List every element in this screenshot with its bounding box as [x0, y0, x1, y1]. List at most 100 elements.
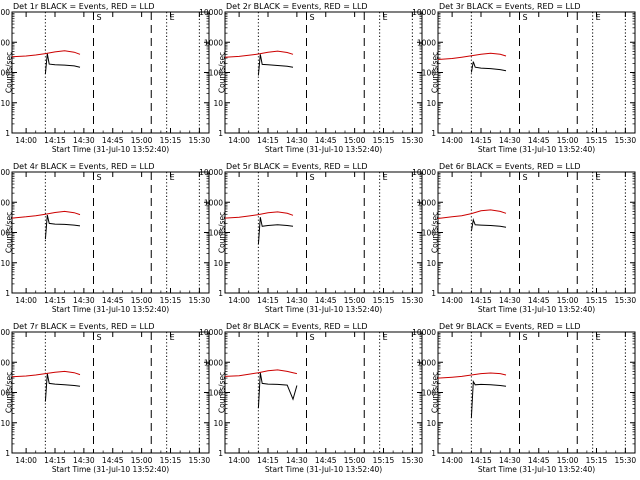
y-tick-label: 10000 — [199, 8, 223, 17]
panel-det-4: Det 4r BLACK = Events, RED = LLD 1 10 100 10… — [0, 162, 210, 314]
marker-label: E — [170, 333, 175, 342]
plot-frame — [11, 331, 210, 454]
x-tick-label: 15:30 — [402, 456, 424, 465]
x-tick-label: 14:45 — [528, 296, 550, 305]
panel-det-7: Det 7r BLACK = Events, RED = LLD 1 10 100 10… — [0, 322, 210, 474]
series-lld-line — [437, 372, 507, 379]
plot-frame — [224, 171, 423, 294]
x-tick-label: 14:00 — [15, 296, 37, 305]
x-tick-label: 14:00 — [228, 136, 250, 145]
x-tick-label: 15:30 — [402, 296, 424, 305]
x-axis-label: Start Time (31-Jul-10 13:52:40) — [265, 465, 382, 474]
x-tick-label: 14:30 — [499, 296, 521, 305]
y-tick-label: 1 — [5, 449, 10, 458]
y-tick-label: 1 — [218, 129, 223, 138]
y-tick-label: 10000 — [0, 8, 10, 17]
y-tick-label: 1 — [431, 449, 436, 458]
x-tick-label: 14:00 — [15, 456, 37, 465]
x-tick-label: 14:00 — [228, 296, 250, 305]
x-tick-label: 14:45 — [102, 296, 124, 305]
y-tick-label: 1 — [431, 289, 436, 298]
x-tick-label: 14:00 — [441, 136, 463, 145]
x-tick-label: 14:30 — [73, 456, 95, 465]
x-tick-label: 14:15 — [470, 136, 492, 145]
series-events-line — [257, 54, 294, 76]
marker-label: E — [383, 13, 388, 22]
y-tick-label: 10000 — [412, 8, 436, 17]
y-tick-label: 10000 — [0, 168, 10, 177]
x-tick-label: 14:30 — [286, 296, 308, 305]
panel-title: Det 5r BLACK = Events, RED = LLD — [226, 162, 368, 171]
plot-frame — [437, 331, 636, 454]
x-tick-label: 15:30 — [189, 456, 211, 465]
marker-label: S — [309, 333, 314, 342]
y-tick-label: 10 — [0, 99, 10, 108]
marker-label: S — [96, 13, 101, 22]
marker-label: E — [170, 173, 175, 182]
panel-title: Det 2r BLACK = Events, RED = LLD — [226, 2, 368, 11]
x-tick-label: 15:00 — [344, 456, 366, 465]
x-tick-label: 14:00 — [228, 456, 250, 465]
marker-label: E — [596, 173, 601, 182]
x-tick-label: 14:30 — [73, 296, 95, 305]
x-tick-label: 15:00 — [131, 296, 153, 305]
y-axis-label: Counts/sec — [5, 52, 14, 93]
marker-label: S — [96, 173, 101, 182]
y-tick-label: 10 — [213, 99, 223, 108]
x-tick-label: 15:00 — [344, 296, 366, 305]
y-axis-label: Counts/sec — [218, 212, 227, 253]
marker-label: E — [383, 173, 388, 182]
marker-label: E — [596, 13, 601, 22]
x-tick-label: 15:30 — [615, 296, 637, 305]
y-tick-label: 10000 — [199, 328, 223, 337]
panel-det-8: Det 8r BLACK = Events, RED = LLD 1 10 100 10… — [199, 322, 423, 474]
y-tick-label: 10 — [426, 419, 436, 428]
panel-title: Det 6r BLACK = Events, RED = LLD — [439, 162, 581, 171]
series-lld-line — [11, 210, 81, 219]
panel-det-5: Det 5r BLACK = Events, RED = LLD 1 10 100 10… — [199, 162, 423, 314]
x-tick-label: 14:15 — [44, 296, 66, 305]
x-tick-label: 14:45 — [315, 136, 337, 145]
y-axis-label: Counts/sec — [431, 52, 440, 93]
x-tick-label: 14:30 — [499, 136, 521, 145]
x-tick-label: 14:30 — [73, 136, 95, 145]
x-tick-label: 15:00 — [557, 136, 579, 145]
y-tick-label: 100 — [0, 69, 10, 78]
x-tick-label: 15:15 — [160, 296, 182, 305]
panel-title: Det 1r BLACK = Events, RED = LLD — [13, 2, 155, 11]
x-tick-label: 15:15 — [373, 136, 395, 145]
series-events-line — [470, 61, 507, 73]
plot-frame — [11, 171, 210, 294]
series-lld-line — [224, 50, 294, 58]
y-tick-label: 10000 — [199, 168, 223, 177]
y-tick-label: 10 — [213, 259, 223, 268]
x-axis-label: Start Time (31-Jul-10 13:52:40) — [265, 145, 382, 154]
series-events-line — [470, 379, 507, 418]
y-tick-label: 1000 — [417, 358, 436, 367]
plot-frame — [224, 11, 423, 134]
x-tick-label: 14:15 — [257, 456, 279, 465]
y-axis-label: Counts/sec — [431, 372, 440, 413]
y-axis-label: Counts/sec — [5, 372, 14, 413]
y-tick-label: 1000 — [0, 358, 10, 367]
series-lld-line — [224, 211, 294, 219]
x-tick-label: 15:00 — [557, 296, 579, 305]
y-tick-label: 10 — [0, 419, 10, 428]
x-tick-label: 15:15 — [586, 456, 608, 465]
y-tick-label: 100 — [422, 229, 437, 238]
x-tick-label: 14:15 — [470, 456, 492, 465]
panel-title: Det 9r BLACK = Events, RED = LLD — [439, 322, 581, 331]
x-axis-label: Start Time (31-Jul-10 13:52:40) — [52, 305, 169, 314]
plot-frame — [437, 11, 636, 134]
y-tick-label: 1000 — [204, 198, 223, 207]
x-axis-label: Start Time (31-Jul-10 13:52:40) — [52, 145, 169, 154]
y-tick-label: 1 — [218, 449, 223, 458]
x-axis-label: Start Time (31-Jul-10 13:52:40) — [52, 465, 169, 474]
x-tick-label: 15:00 — [131, 456, 153, 465]
x-tick-label: 15:15 — [373, 296, 395, 305]
x-tick-label: 14:15 — [470, 296, 492, 305]
series-lld-line — [437, 209, 507, 219]
y-tick-label: 10 — [213, 419, 223, 428]
y-tick-label: 1000 — [204, 38, 223, 47]
